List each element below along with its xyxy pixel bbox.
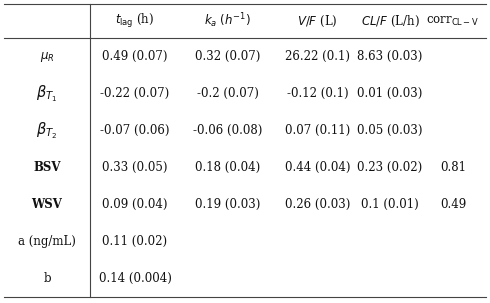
Text: 8.63 (0.03): 8.63 (0.03)	[357, 50, 423, 63]
Text: 0.18 (0.04): 0.18 (0.04)	[195, 161, 260, 174]
Text: 0.26 (0.03): 0.26 (0.03)	[285, 198, 350, 211]
Text: 0.33 (0.05): 0.33 (0.05)	[102, 161, 168, 174]
Text: 0.07 (0.11): 0.07 (0.11)	[285, 124, 350, 137]
Text: 0.81: 0.81	[440, 161, 466, 174]
Text: -0.07 (0.06): -0.07 (0.06)	[100, 124, 170, 137]
Text: $\beta_{T_1}$: $\beta_{T_1}$	[36, 83, 58, 104]
Text: $t_{\mathrm{lag}}$ (h): $t_{\mathrm{lag}}$ (h)	[116, 12, 154, 30]
Text: $V/F$ (L): $V/F$ (L)	[297, 13, 338, 28]
Text: $\mu_R$: $\mu_R$	[40, 49, 54, 64]
Text: -0.06 (0.08): -0.06 (0.08)	[193, 124, 262, 137]
Text: a (ng/mL): a (ng/mL)	[18, 235, 76, 248]
Text: -0.2 (0.07): -0.2 (0.07)	[196, 87, 258, 100]
Text: 0.1 (0.01): 0.1 (0.01)	[361, 198, 419, 211]
Text: 0.14 (0.004): 0.14 (0.004)	[98, 272, 172, 285]
Text: 26.22 (0.1): 26.22 (0.1)	[285, 50, 350, 63]
Text: $k_a$ $(h^{-1})$: $k_a$ $(h^{-1})$	[204, 12, 251, 30]
Text: 0.32 (0.07): 0.32 (0.07)	[195, 50, 260, 63]
Text: corr$_{\mathrm{CL-V}}$: corr$_{\mathrm{CL-V}}$	[426, 15, 480, 28]
Text: -0.22 (0.07): -0.22 (0.07)	[100, 87, 170, 100]
Text: WSV: WSV	[31, 198, 62, 211]
Text: b: b	[43, 272, 51, 285]
Text: BSV: BSV	[33, 161, 61, 174]
Text: 0.19 (0.03): 0.19 (0.03)	[195, 198, 260, 211]
Text: 0.23 (0.02): 0.23 (0.02)	[357, 161, 423, 174]
Text: 0.11 (0.02): 0.11 (0.02)	[102, 235, 168, 248]
Text: 0.05 (0.03): 0.05 (0.03)	[357, 124, 423, 137]
Text: 0.49: 0.49	[440, 198, 466, 211]
Text: 0.01 (0.03): 0.01 (0.03)	[357, 87, 423, 100]
Text: $\beta_{T_2}$: $\beta_{T_2}$	[36, 120, 58, 141]
Text: $CL/F$ (L/h): $CL/F$ (L/h)	[361, 13, 419, 28]
Text: -0.12 (0.1): -0.12 (0.1)	[287, 87, 348, 100]
Text: 0.09 (0.04): 0.09 (0.04)	[102, 198, 168, 211]
Text: 0.44 (0.04): 0.44 (0.04)	[285, 161, 350, 174]
Text: 0.49 (0.07): 0.49 (0.07)	[102, 50, 168, 63]
